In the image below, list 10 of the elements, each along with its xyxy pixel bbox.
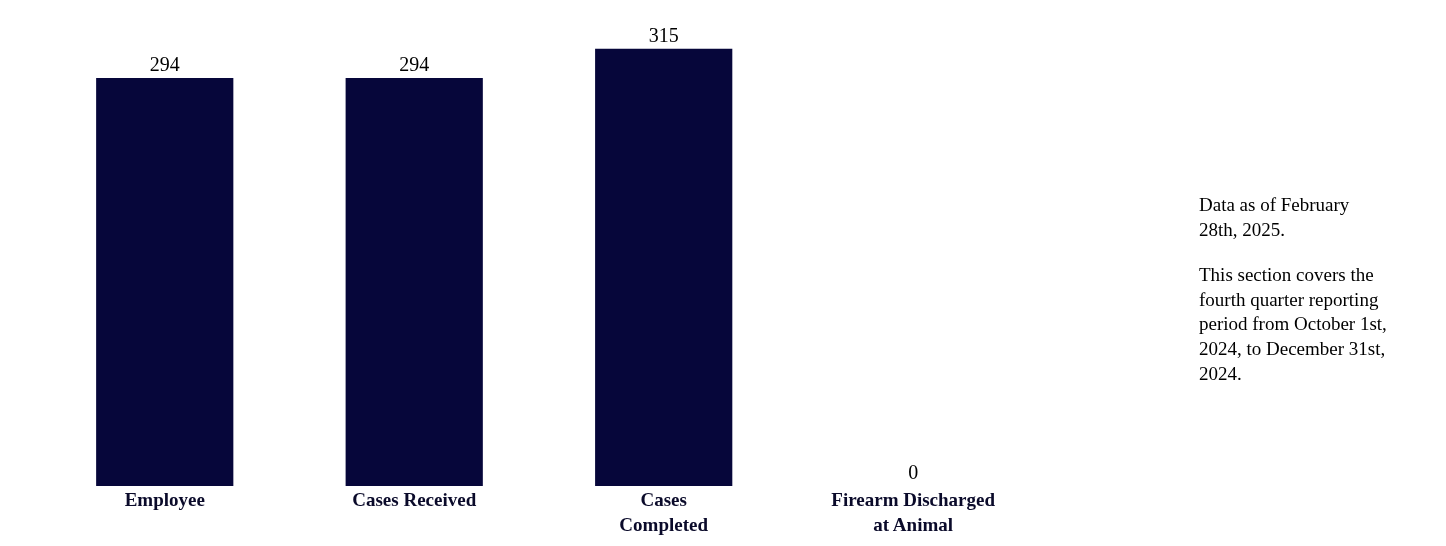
data-label: 294	[149, 52, 180, 75]
text: This section covers the fourth quarter reporting period from October 1st, 2024, to December 31st, 2024.	[1199, 264, 1387, 384]
text: Data as of February 28th, 2025.	[1199, 194, 1350, 240]
x-tick-label: Cases Received	[352, 489, 477, 510]
x-tick-label: Firearm Discharged at Animal	[831, 489, 996, 535]
data-label: 315	[648, 23, 679, 46]
data-label: 294	[399, 52, 430, 75]
x-tick-label: Employee	[124, 489, 205, 510]
data-label: 0	[908, 461, 919, 483]
x-tick-label: Cases Completed	[619, 489, 709, 535]
